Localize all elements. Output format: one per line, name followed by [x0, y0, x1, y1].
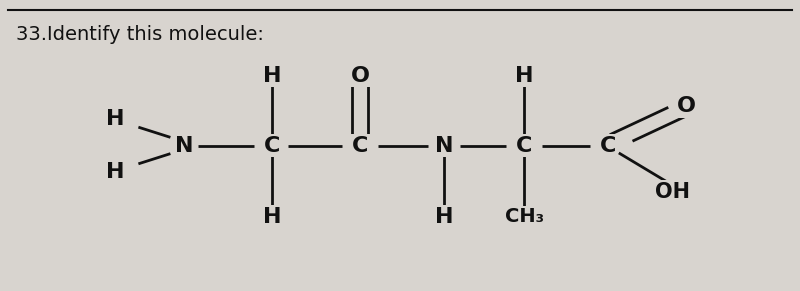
Text: N: N — [174, 136, 194, 155]
Text: C: C — [600, 136, 616, 155]
Text: O: O — [350, 66, 370, 86]
Text: N: N — [434, 136, 454, 155]
Text: C: C — [352, 136, 368, 155]
Text: H: H — [106, 162, 124, 182]
Text: H: H — [262, 66, 282, 86]
Text: CH₃: CH₃ — [505, 207, 543, 226]
Text: H: H — [434, 207, 454, 227]
Text: 33.Identify this molecule:: 33.Identify this molecule: — [16, 25, 264, 44]
Text: OH: OH — [654, 182, 690, 202]
Text: H: H — [262, 207, 282, 227]
Text: C: C — [264, 136, 280, 155]
Text: C: C — [516, 136, 532, 155]
Text: H: H — [106, 109, 124, 129]
Text: O: O — [677, 96, 696, 116]
Text: H: H — [514, 66, 534, 86]
